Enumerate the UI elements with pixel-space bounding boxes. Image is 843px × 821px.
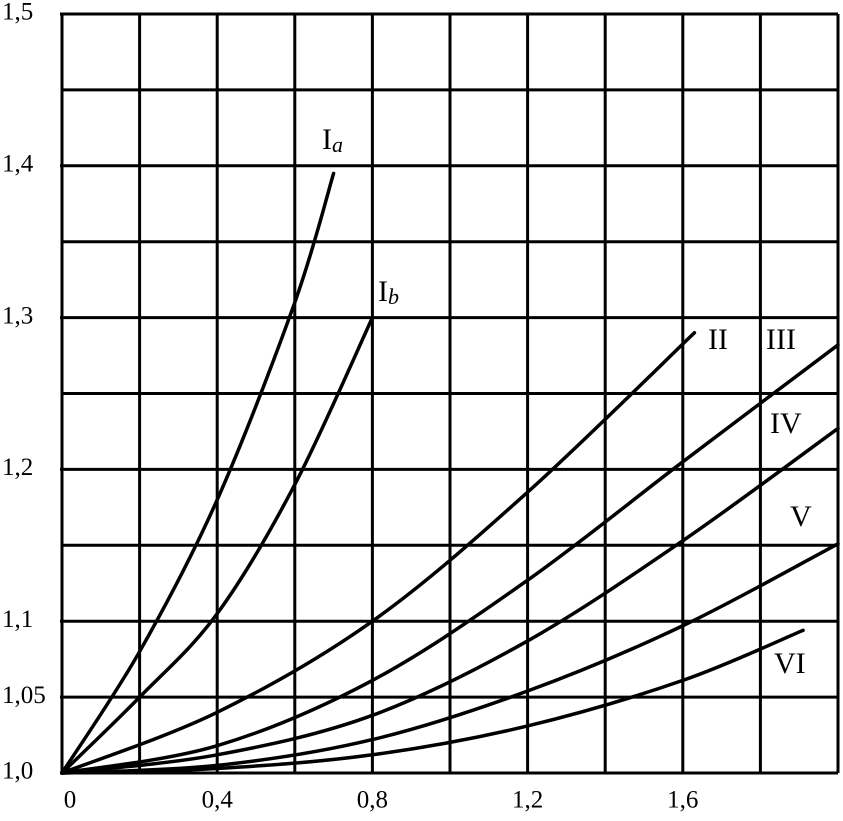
curve [60, 315, 375, 775]
curve-label-name: VI [774, 647, 806, 680]
curve [60, 542, 840, 775]
y-tick-label: 1,05 [2, 682, 46, 709]
y-tick-label: 1,2 [2, 454, 33, 481]
x-tick-label: 1,6 [667, 787, 698, 814]
curve-label: IV [770, 407, 802, 440]
curve [60, 171, 336, 775]
curve-label: VI [774, 647, 806, 680]
curve-label-sub: b [388, 284, 399, 309]
x-tick-label: 1,2 [512, 787, 543, 814]
x-tick-label: 0 [64, 787, 77, 814]
curve-label-sub: a [332, 132, 343, 157]
y-tick-label: 1,0 [2, 758, 33, 785]
curve-label-name: I [378, 275, 388, 308]
curve-label-name: V [790, 500, 812, 533]
curve-label: Ia [322, 123, 343, 157]
curve [60, 343, 840, 775]
curve-label-name: III [766, 323, 796, 356]
x-tick-label: 0,8 [357, 787, 388, 814]
x-tick-label: 0,4 [202, 787, 234, 814]
curve [60, 331, 697, 775]
y-tick-label: 1,4 [2, 151, 34, 178]
y-tick-label: 1,3 [2, 302, 33, 329]
curve-label: Ib [378, 275, 399, 309]
curve [60, 426, 840, 775]
curve-label-name: IV [770, 407, 802, 440]
curve [60, 628, 805, 775]
y-tick-label: 1,5 [2, 0, 33, 26]
curve-label-name: II [708, 323, 728, 356]
curve-label: II [708, 323, 728, 356]
curve-label-name: I [322, 123, 332, 156]
y-tick-label: 1,1 [2, 606, 33, 633]
curve-label: III [766, 323, 796, 356]
curve-label: V [790, 500, 812, 533]
